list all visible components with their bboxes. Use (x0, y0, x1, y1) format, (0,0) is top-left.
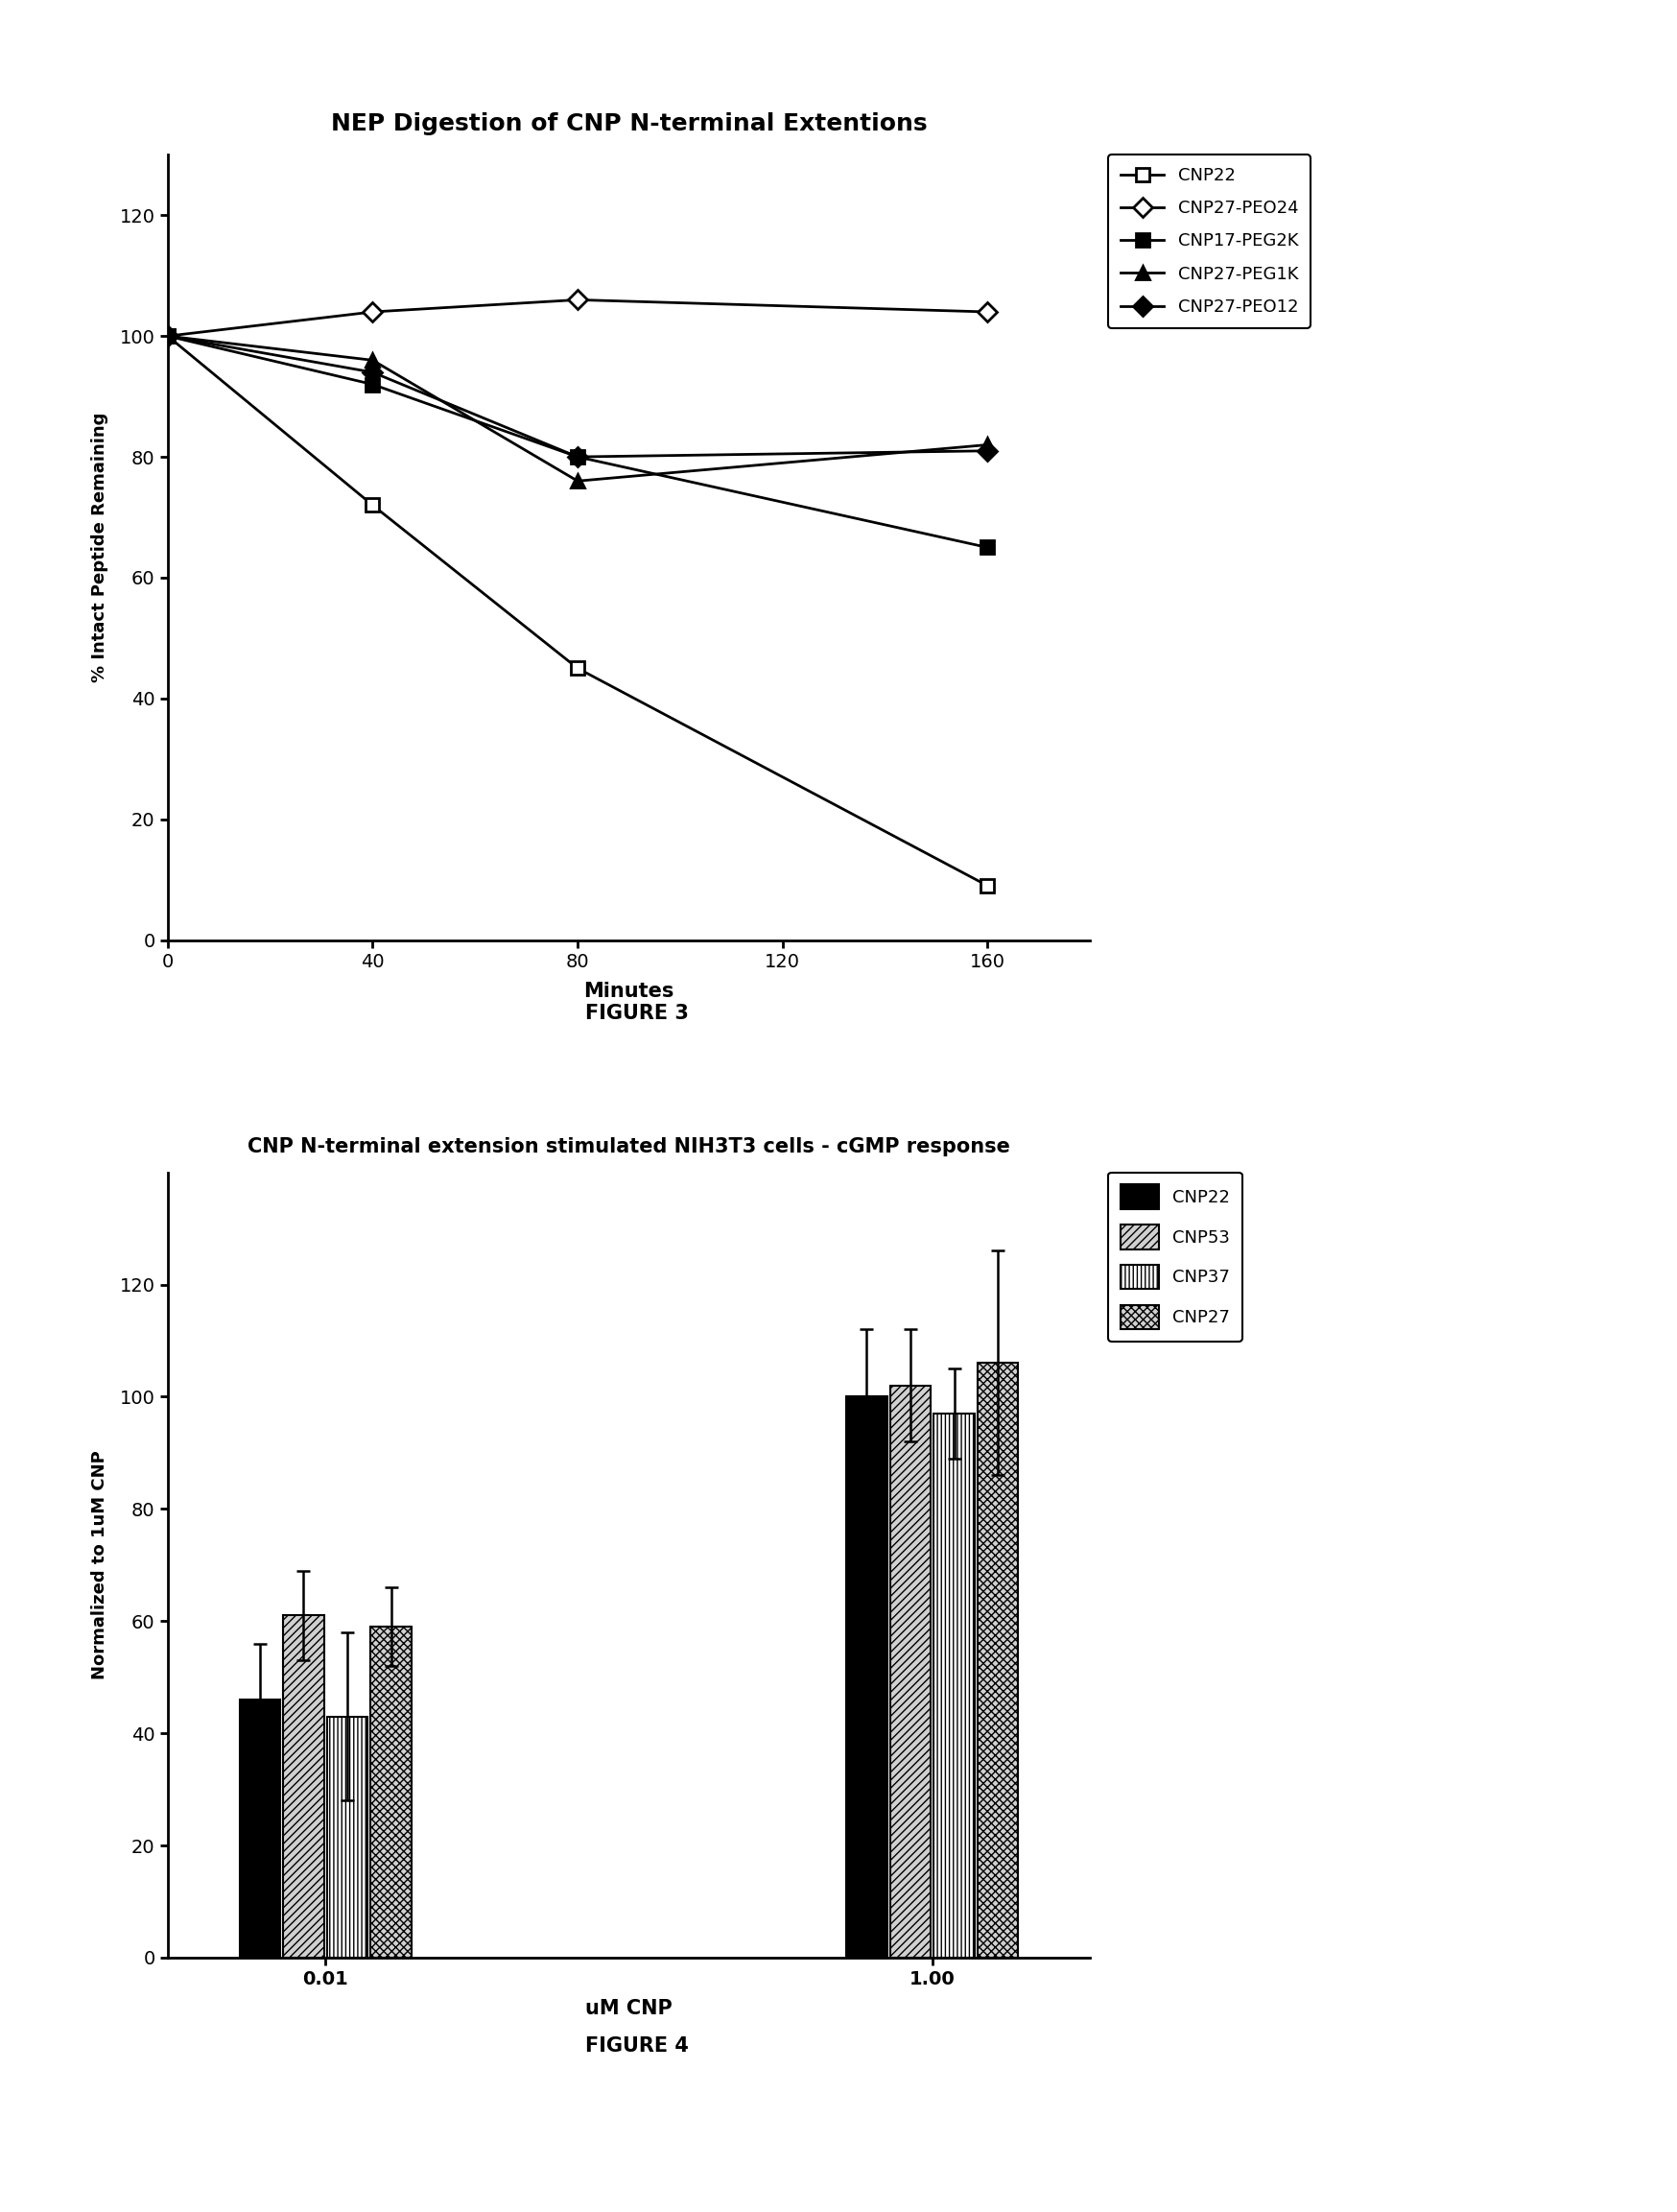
CNP27-PEO24 (978, 299, 998, 325)
CNP27-PEG1K (978, 431, 998, 458)
X-axis label: Minutes: Minutes (584, 982, 674, 1000)
CNP27-PEG1K (158, 323, 178, 349)
X-axis label: uM CNP: uM CNP (585, 2000, 672, 2017)
Bar (847, 1396, 887, 1958)
CNP27-PEO12 (978, 438, 998, 465)
Bar (327, 1717, 367, 1958)
CNP17-PEG2K (978, 535, 998, 562)
CNP22 (158, 323, 178, 349)
Bar (283, 1615, 324, 1958)
CNP22 (362, 491, 382, 518)
CNP17-PEG2K (362, 372, 382, 398)
Y-axis label: Normalized to 1uM CNP: Normalized to 1uM CNP (92, 1451, 109, 1679)
Line: CNP17-PEG2K: CNP17-PEG2K (161, 330, 994, 555)
Legend: CNP22, CNP53, CNP37, CNP27: CNP22, CNP53, CNP37, CNP27 (1108, 1172, 1243, 1340)
Line: CNP27-PEO12: CNP27-PEO12 (161, 330, 994, 465)
Text: FIGURE 3: FIGURE 3 (585, 1004, 689, 1022)
CNP27-PEO12 (362, 358, 382, 385)
CNP27-PEO24 (158, 323, 178, 349)
CNP27-PEO12 (158, 323, 178, 349)
CNP17-PEG2K (158, 323, 178, 349)
Line: CNP27-PEO24: CNP27-PEO24 (161, 294, 994, 343)
CNP27-PEO12 (567, 445, 587, 471)
Line: CNP22: CNP22 (161, 330, 994, 891)
CNP27-PEO24 (567, 288, 587, 314)
CNP17-PEG2K (567, 445, 587, 471)
Legend: CNP22, CNP27-PEO24, CNP17-PEG2K, CNP27-PEG1K, CNP27-PEO12: CNP22, CNP27-PEO24, CNP17-PEG2K, CNP27-P… (1108, 155, 1310, 327)
CNP22 (978, 872, 998, 898)
CNP27-PEG1K (567, 467, 587, 493)
CNP22 (567, 655, 587, 681)
CNP27-PEG1K (362, 347, 382, 374)
Text: FIGURE 4: FIGURE 4 (585, 2037, 689, 2055)
Bar (890, 1385, 931, 1958)
Bar (240, 1699, 280, 1958)
Title: CNP N-terminal extension stimulated NIH3T3 cells - cGMP response: CNP N-terminal extension stimulated NIH3… (248, 1137, 1010, 1157)
Line: CNP27-PEG1K: CNP27-PEG1K (161, 330, 994, 487)
Bar (371, 1626, 411, 1958)
Title: NEP Digestion of CNP N-terminal Extentions: NEP Digestion of CNP N-terminal Extentio… (330, 113, 927, 135)
CNP27-PEO24 (362, 299, 382, 325)
Bar (978, 1363, 1018, 1958)
Bar (934, 1413, 974, 1958)
Y-axis label: % Intact Peptide Remaining: % Intact Peptide Remaining (92, 411, 109, 684)
